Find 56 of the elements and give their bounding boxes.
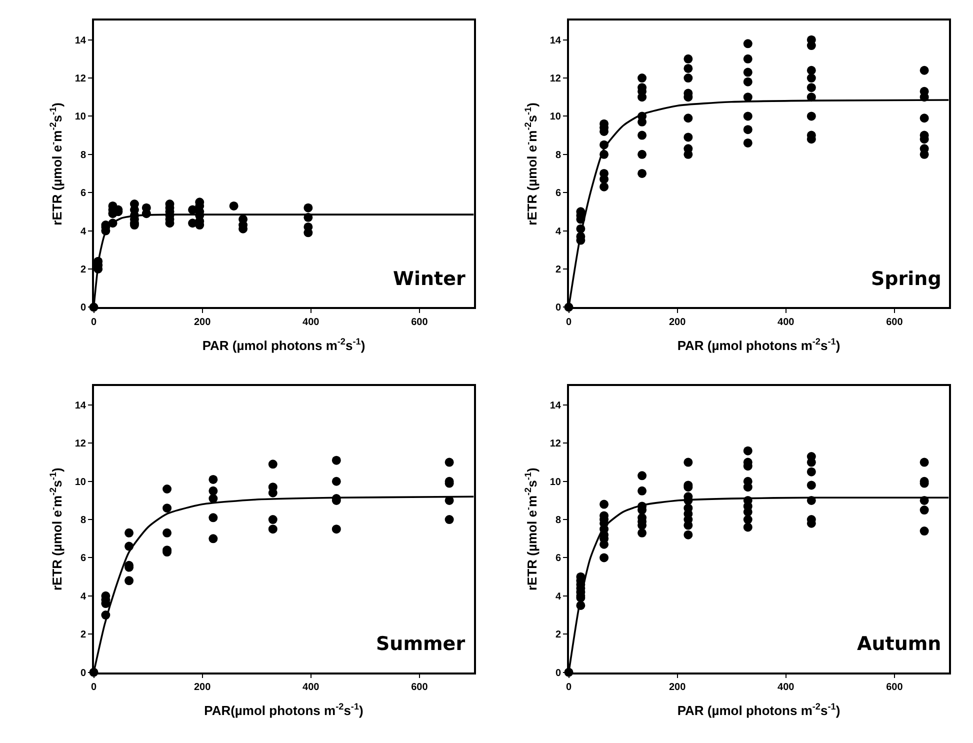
y-tick-label: 0 bbox=[80, 302, 86, 314]
x-tick-label: 400 bbox=[778, 682, 795, 694]
y-tick-label: 6 bbox=[555, 553, 562, 564]
y-tick-label: 0 bbox=[555, 668, 562, 679]
x-tick-label: 200 bbox=[668, 682, 686, 694]
y-tick-label: 4 bbox=[80, 226, 86, 238]
y-tick-label: 12 bbox=[74, 438, 86, 450]
x-tick-label: 0 bbox=[90, 682, 97, 694]
y-tick-label: 12 bbox=[74, 74, 86, 85]
y-tick-label: 8 bbox=[80, 150, 86, 161]
y-tick-label: 12 bbox=[550, 74, 562, 85]
x-tick-label: 0 bbox=[90, 316, 97, 328]
y-tick-label: 2 bbox=[80, 630, 86, 641]
y-tick-label: 2 bbox=[555, 264, 562, 276]
y-tick-label: 10 bbox=[74, 112, 86, 123]
x-tick-label: 0 bbox=[566, 316, 572, 328]
y-tick-label: 6 bbox=[80, 188, 86, 200]
x-tick-label: 200 bbox=[668, 316, 686, 328]
y-tick-label: 10 bbox=[74, 476, 86, 488]
annotation: Autumn bbox=[857, 633, 942, 655]
annotation: Winter bbox=[393, 268, 466, 290]
x-axis-title: PAR (µmol photons m$^{-2}$s$^{-1}$) bbox=[677, 336, 840, 353]
annotation: Spring bbox=[871, 268, 942, 290]
x-tick-label: 600 bbox=[411, 316, 428, 328]
y-tick-label: 14 bbox=[74, 400, 86, 412]
x-tick-label: 200 bbox=[194, 316, 212, 328]
x-tick-label: 600 bbox=[411, 682, 428, 694]
y-tick-label: 2 bbox=[80, 264, 86, 276]
x-tick-label: 400 bbox=[778, 316, 795, 328]
y-tick-label: 8 bbox=[555, 150, 562, 161]
y-tick-label: 10 bbox=[550, 112, 562, 123]
x-tick-label: 200 bbox=[194, 682, 212, 694]
y-tick-label: 0 bbox=[80, 668, 86, 679]
y-tick-label: 6 bbox=[80, 553, 86, 564]
x-axis-title: PAR (µmol photons m$^{-2}$s$^{-1}$) bbox=[202, 336, 366, 353]
y-tick-label: 14 bbox=[550, 400, 562, 412]
x-axis-title: PAR(µmol photons m$^{-2}$s$^{-1}$) bbox=[204, 702, 364, 718]
x-axis-title: PAR (µmol photons m$^{-2}$s$^{-1}$) bbox=[677, 702, 840, 718]
x-tick-label: 600 bbox=[886, 316, 904, 328]
y-tick-label: 6 bbox=[555, 188, 562, 200]
y-tick-label: 10 bbox=[550, 476, 562, 488]
y-tick-label: 4 bbox=[555, 226, 562, 238]
y-tick-label: 12 bbox=[550, 438, 562, 450]
y-tick-label: 2 bbox=[555, 630, 562, 641]
y-tick-label: 8 bbox=[555, 515, 562, 526]
y-tick-label: 14 bbox=[74, 35, 86, 46]
x-tick-label: 400 bbox=[302, 316, 320, 328]
y-tick-label: 0 bbox=[555, 302, 562, 314]
y-tick-label: 14 bbox=[550, 35, 562, 46]
x-tick-label: 600 bbox=[886, 682, 904, 694]
y-tick-label: 4 bbox=[555, 591, 562, 602]
x-tick-label: 0 bbox=[566, 682, 572, 694]
y-tick-label: 4 bbox=[80, 591, 86, 602]
annotation: Summer bbox=[376, 633, 466, 655]
y-tick-label: 8 bbox=[80, 515, 86, 526]
x-tick-label: 400 bbox=[302, 682, 320, 694]
